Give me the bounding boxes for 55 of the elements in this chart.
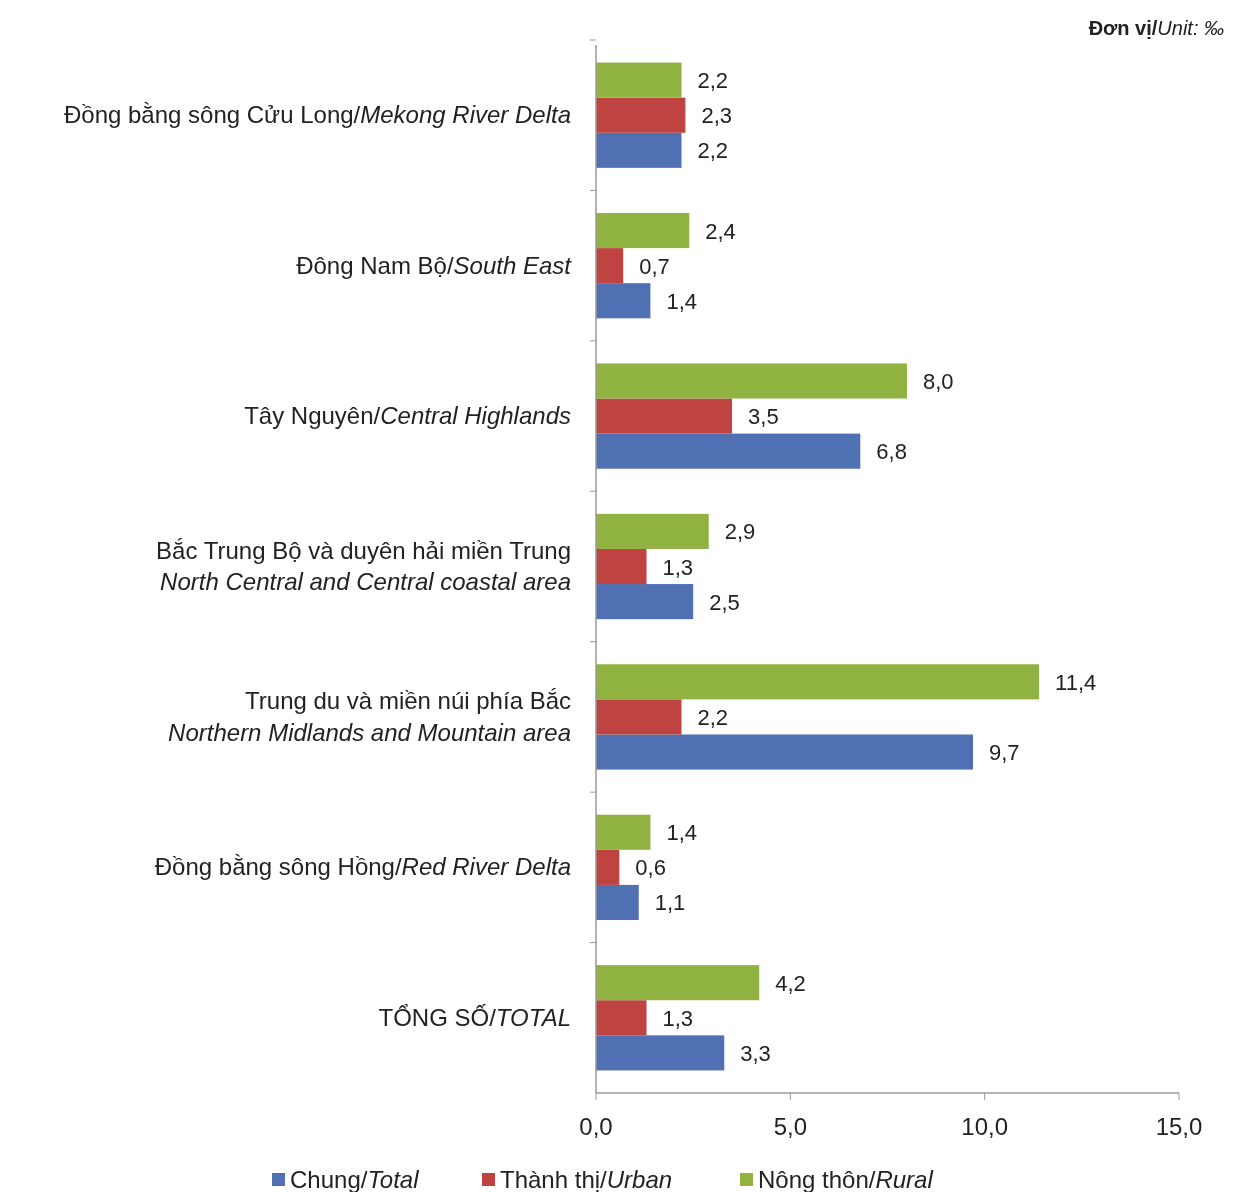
data-label: 9,7 <box>989 740 1020 766</box>
bar <box>596 398 733 434</box>
x-tick-label: 0,0 <box>579 1113 613 1140</box>
data-label: 0,7 <box>639 253 670 279</box>
data-label: 1,4 <box>666 288 698 314</box>
data-label: 3,5 <box>748 404 779 430</box>
data-label: 2,9 <box>724 519 756 545</box>
bar <box>596 62 682 98</box>
x-tick-label: 5,0 <box>773 1113 808 1140</box>
bar <box>596 212 690 249</box>
y-tick-label: TỔNG SỐ/TOTAL <box>378 1003 571 1031</box>
bar <box>596 363 907 399</box>
bar <box>596 283 651 319</box>
bar <box>596 664 1040 700</box>
y-tick-label: Bắc Trung Bộ và duyên hải miền Trung North Central and Central coastal area <box>156 536 571 596</box>
data-label: 6,8 <box>876 439 907 465</box>
data-label: 8,0 <box>922 368 954 394</box>
text: Đơn vị/Unit: ‰ <box>1088 17 1224 39</box>
data-label: 2,4 <box>705 218 736 244</box>
y-tick-label: Trung du và miền núi phía Bắc Northern Midlands and Mountain area <box>168 687 571 746</box>
bar <box>596 734 974 770</box>
data-label: 1,3 <box>662 1005 694 1031</box>
data-label: 0,6 <box>635 855 666 881</box>
bar <box>596 814 651 850</box>
y-tick-label: Đồng bằng sông Cửu Long/Mekong River Delta <box>63 101 571 129</box>
y-tick-label: Tây Nguyên/Central Highlands <box>244 402 571 430</box>
bar <box>596 248 624 284</box>
data-label: 3,3 <box>740 1040 771 1066</box>
y-tick-label: Đông Nam Bộ/South East <box>296 251 573 279</box>
bar <box>596 965 760 1001</box>
bar <box>596 513 709 549</box>
bar <box>596 548 647 585</box>
bar <box>596 1000 647 1036</box>
legend-label: Thành thị/Urban <box>500 1166 673 1192</box>
bar <box>596 884 639 921</box>
bar <box>596 433 861 469</box>
data-label: 2,5 <box>709 589 740 615</box>
data-label: 1,3 <box>662 554 694 580</box>
bar <box>596 1035 725 1071</box>
x-tick-label: 10,0 <box>961 1113 1009 1140</box>
bar <box>596 849 620 885</box>
bar <box>596 699 682 735</box>
y-tick-label: Đồng bằng sông Hồng/Red River Delta <box>154 853 571 881</box>
data-label: 2,2 <box>697 68 729 94</box>
bar <box>596 584 694 620</box>
data-label: 1,1 <box>654 890 686 916</box>
x-tick-label: 15,0 <box>1155 1113 1203 1140</box>
data-label: 2,2 <box>697 704 729 730</box>
data-label: 4,2 <box>775 970 806 996</box>
data-label: 2,2 <box>697 138 729 164</box>
data-label: 11,4 <box>1055 669 1097 695</box>
bar <box>596 97 686 133</box>
data-label: 2,3 <box>701 103 732 129</box>
data-label: 1,4 <box>666 820 698 846</box>
bar <box>596 132 682 168</box>
